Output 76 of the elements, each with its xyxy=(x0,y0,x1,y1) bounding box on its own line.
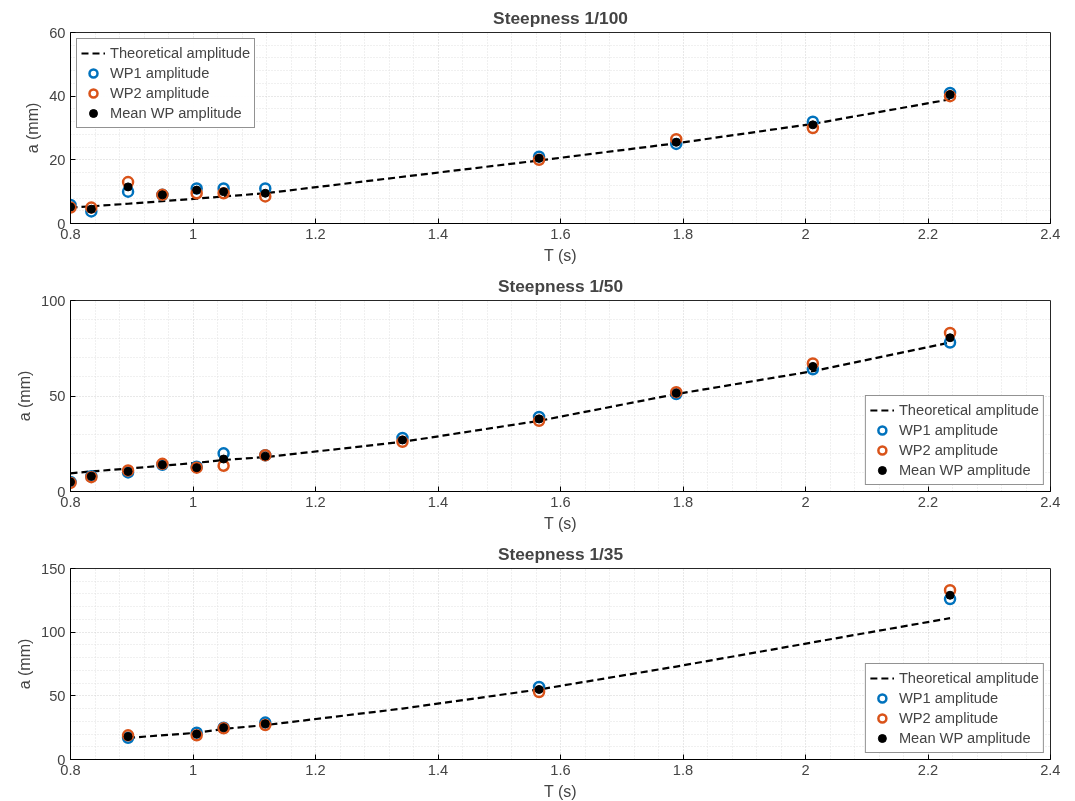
point xyxy=(260,188,270,198)
chart-title: Steepness 1/35 xyxy=(497,543,624,564)
x-tick-label: 1.8 xyxy=(672,225,694,242)
point xyxy=(123,182,133,192)
y-tick-label: 20 xyxy=(49,151,66,168)
x-tick-label: 1 xyxy=(188,493,198,510)
y-axis-title: a (mm) xyxy=(24,102,42,154)
x-tick-label: 2.4 xyxy=(1040,493,1061,510)
x-tick-label: 2.4 xyxy=(1040,225,1061,242)
x-tick-label: 1.2 xyxy=(305,493,326,510)
point xyxy=(943,583,957,597)
y-axis-title: a (mm) xyxy=(16,638,34,690)
x-tick-label: 1.2 xyxy=(305,225,326,242)
point xyxy=(532,414,546,428)
point xyxy=(670,137,683,151)
legend-label: Mean WP amplitude xyxy=(898,461,1031,480)
point xyxy=(534,684,544,694)
chart-title: Steepness 1/50 xyxy=(497,275,624,296)
y-tick-label: 50 xyxy=(49,687,66,704)
point xyxy=(945,333,955,343)
x-tick-label: 2 xyxy=(801,761,810,778)
x-tick-label: 1.4 xyxy=(427,493,449,510)
x-tick-label: 1 xyxy=(188,225,198,242)
y-tick-label: 40 xyxy=(49,88,66,105)
legend-label: WP1 amplitude xyxy=(110,64,210,83)
legend-label: Mean WP amplitude xyxy=(110,104,242,123)
point xyxy=(806,357,820,370)
legend-label: Theoretical amplitude xyxy=(898,401,1039,420)
point xyxy=(945,590,955,600)
y-tick-label: 100 xyxy=(41,292,66,309)
point xyxy=(670,132,683,146)
x-tick-label: 1.6 xyxy=(550,225,571,242)
x-tick-label: 1.8 xyxy=(672,761,694,778)
x-tick-label: 1.2 xyxy=(305,761,326,778)
point xyxy=(943,326,957,340)
x-tick-label: 2.2 xyxy=(917,493,939,510)
x-tick-label: 1.8 xyxy=(672,493,694,510)
x-tick-label: 2 xyxy=(801,225,810,242)
y-axis-title: a (mm) xyxy=(16,370,34,422)
y-tick-label: 100 xyxy=(41,624,66,641)
point xyxy=(808,361,818,371)
x-axis-title: T (s) xyxy=(544,514,577,532)
legend-label: WP2 amplitude xyxy=(110,84,210,103)
point xyxy=(806,121,820,135)
x-tick-label: 1 xyxy=(188,761,198,778)
x-tick-label: 1.6 xyxy=(550,493,571,510)
legend-label: WP1 amplitude xyxy=(898,689,999,708)
x-tick-label: 2 xyxy=(801,493,810,510)
point xyxy=(943,336,957,349)
point xyxy=(532,685,546,699)
point xyxy=(259,190,272,203)
x-tick-label: 1.4 xyxy=(427,761,449,778)
y-tick-label: 60 xyxy=(49,24,66,41)
legend-label: Theoretical amplitude xyxy=(110,44,251,63)
legend-label: WP2 amplitude xyxy=(898,441,999,460)
legend-label: Theoretical amplitude xyxy=(898,669,1039,688)
y-tick-label: 150 xyxy=(41,560,66,577)
point xyxy=(671,137,681,147)
legend-label: WP1 amplitude xyxy=(898,421,999,440)
x-axis-title: T (s) xyxy=(544,782,577,800)
x-tick-label: 2.2 xyxy=(917,761,939,778)
x-axis-title: T (s) xyxy=(544,246,577,264)
chart-title: Steepness 1/100 xyxy=(493,7,628,28)
point xyxy=(396,435,409,449)
point xyxy=(121,175,135,189)
x-tick-label: 1.6 xyxy=(550,761,571,778)
x-tick-label: 1.4 xyxy=(427,225,449,242)
point xyxy=(121,185,135,198)
legend-label: Mean WP amplitude xyxy=(898,729,1031,748)
x-tick-label: 2.4 xyxy=(1040,761,1061,778)
point xyxy=(219,454,229,464)
x-tick-label: 2.2 xyxy=(917,225,939,242)
y-tick-label: 50 xyxy=(49,388,66,404)
point xyxy=(190,187,203,200)
point xyxy=(808,120,818,130)
legend-label: WP2 amplitude xyxy=(898,709,999,728)
